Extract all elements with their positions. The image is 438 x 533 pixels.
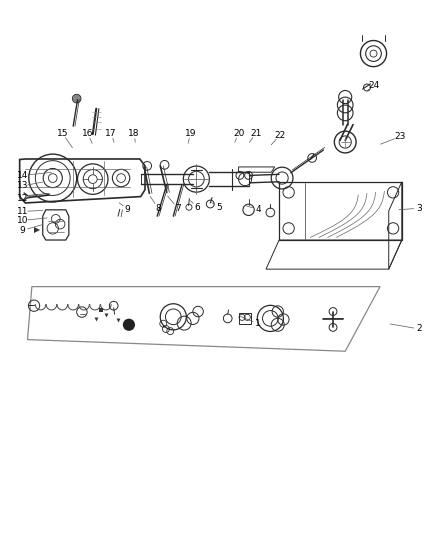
Text: 18: 18 (128, 128, 140, 138)
Text: 6: 6 (194, 203, 200, 212)
Text: 14: 14 (17, 171, 28, 180)
Text: 8: 8 (155, 204, 161, 213)
Text: 5: 5 (216, 203, 222, 212)
Text: 23: 23 (394, 132, 405, 141)
Text: 21: 21 (250, 128, 261, 138)
Text: 20: 20 (233, 128, 244, 138)
Text: 17: 17 (105, 128, 117, 138)
Text: 1: 1 (255, 319, 261, 328)
Text: 19: 19 (185, 128, 197, 138)
Text: 12: 12 (17, 194, 28, 203)
Text: 9: 9 (125, 205, 131, 214)
Text: 13: 13 (17, 182, 28, 190)
Text: 15: 15 (57, 128, 68, 138)
Text: 3: 3 (417, 204, 422, 213)
Text: 2: 2 (417, 325, 422, 334)
Circle shape (123, 319, 135, 331)
Circle shape (72, 94, 81, 103)
Text: 24: 24 (368, 81, 379, 90)
Text: 22: 22 (274, 131, 286, 140)
Text: 4: 4 (255, 205, 261, 214)
Text: 10: 10 (17, 216, 28, 225)
Text: 16: 16 (82, 128, 93, 138)
Text: 9: 9 (19, 226, 25, 235)
Text: 11: 11 (17, 207, 28, 216)
Text: 7: 7 (175, 204, 180, 213)
